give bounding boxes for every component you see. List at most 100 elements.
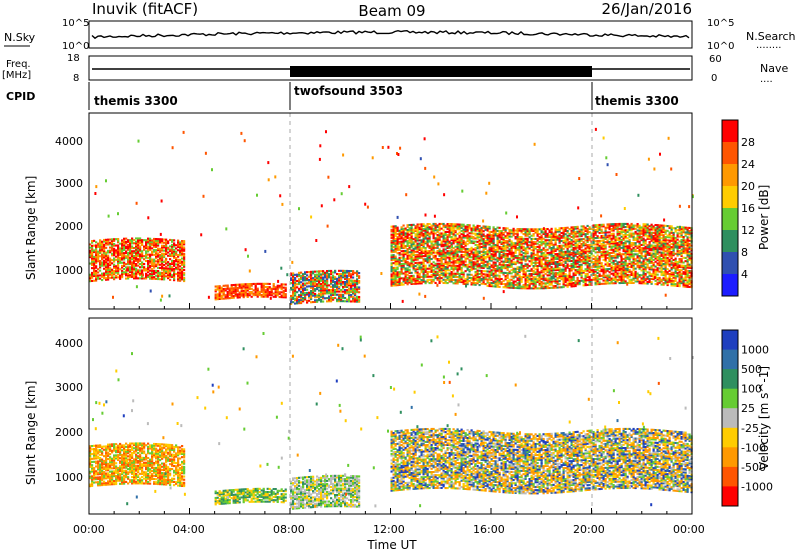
power-echo-cell	[256, 290, 259, 293]
power-echo-cell	[478, 229, 481, 232]
power-echo-cell	[354, 283, 357, 286]
power-echo-cell	[352, 292, 355, 295]
power-echo-cell	[458, 276, 461, 279]
power-echo-cell	[324, 289, 327, 292]
power-echo-cell	[420, 250, 423, 253]
power-echo-cell	[614, 253, 617, 256]
power-echo-cell	[306, 288, 309, 291]
power-echo-cell	[416, 280, 419, 283]
power-echo-cell	[400, 269, 403, 272]
power-echo-cell	[346, 276, 349, 279]
power-echo-cell	[504, 228, 507, 231]
power-echo-cell	[336, 279, 339, 282]
power-echo-cell	[348, 298, 351, 301]
power-echo-cell	[97, 276, 100, 279]
power-echo-cell	[428, 232, 431, 235]
power-echo-cell	[91, 260, 94, 263]
power-echo-cell	[294, 283, 297, 286]
power-echo-cell	[392, 276, 395, 279]
power-echo-cell	[161, 276, 164, 279]
power-echo-cell	[179, 258, 182, 261]
power-echo-cell	[508, 253, 511, 256]
power-echo-cell	[129, 275, 132, 278]
nave-tick-top: 60	[709, 54, 722, 65]
power-echo-cell	[542, 237, 545, 240]
power-echo-cell	[332, 277, 335, 280]
power-echo-cell	[524, 247, 527, 250]
power-echo-cell	[123, 268, 126, 271]
power-echo-cell	[181, 246, 184, 249]
power-echo-cell	[216, 294, 219, 297]
power-echo-cell	[352, 289, 355, 292]
power-echo-cell	[440, 258, 443, 261]
power-echo-cell	[135, 270, 138, 273]
power-echo-cell	[147, 253, 150, 256]
power-echo-cell	[139, 242, 142, 245]
power-echo-cell	[151, 241, 154, 244]
power-echo-cell	[534, 282, 537, 285]
power-echo-cell	[412, 244, 415, 247]
power-echo-cell	[504, 256, 507, 259]
power-echo-cell	[500, 231, 503, 234]
power-echo-cell	[480, 234, 483, 237]
power-echo-cell	[228, 292, 231, 295]
power-echo-cell	[512, 232, 515, 235]
power-echo-cell	[161, 278, 164, 281]
power-echo-cell	[528, 229, 531, 232]
power-echo-cell	[452, 247, 455, 250]
power-echo-cell	[440, 280, 443, 283]
power-echo-cell	[266, 286, 269, 289]
power-echo-cell	[274, 295, 277, 298]
power-echo-cell	[412, 247, 415, 250]
power-echo-cell	[482, 258, 485, 261]
power-echo-cell	[448, 235, 451, 238]
power-echo-cell	[161, 255, 164, 258]
power-echo-cell	[460, 230, 463, 233]
power-echo-cell	[418, 233, 421, 236]
power-echo-cell	[452, 237, 455, 240]
power-echo-cell	[354, 271, 357, 274]
power-echo-cell	[534, 281, 537, 284]
power-echo-cell	[530, 282, 533, 285]
power-echo-cell	[352, 287, 355, 290]
power-echo-cell	[328, 276, 331, 279]
power-echo-cell	[410, 260, 413, 263]
power-echo-cell	[173, 261, 176, 264]
power-echo-cell	[91, 241, 94, 244]
power-echo-cell	[151, 261, 154, 264]
power-echo-cell	[99, 247, 102, 250]
power-echo-cell	[600, 228, 603, 231]
power-echo-cell	[262, 286, 265, 289]
power-echo-cell	[524, 280, 527, 283]
power-echo-cell	[470, 229, 473, 232]
power-echo-cell	[326, 274, 329, 277]
power-echo-cell	[298, 275, 301, 278]
power-echo-cell	[482, 247, 485, 250]
power-echo-cell	[434, 224, 437, 227]
power-echo-cell	[462, 260, 465, 263]
power-echo-cell	[610, 255, 613, 258]
power-echo-cell	[418, 236, 421, 239]
power-echo-cell	[466, 263, 469, 266]
power-echo-cell	[99, 244, 102, 247]
power-echo-cell	[117, 239, 120, 242]
power-echo-cell	[414, 230, 417, 233]
power-echo-cell	[167, 261, 170, 264]
power-echo-cell	[412, 282, 415, 285]
power-echo-cell	[456, 271, 459, 274]
power-echo-cell	[466, 283, 469, 286]
power-echo-cell	[416, 245, 419, 248]
power-echo-cell	[616, 237, 619, 240]
power-echo-cell	[282, 296, 285, 299]
power-echo-cell	[462, 223, 465, 226]
power-echo-cell	[284, 293, 287, 296]
power-echo-cell	[508, 251, 511, 254]
power-echo-cell	[476, 282, 479, 285]
power-echo-cell	[175, 272, 178, 275]
power-echo-cell	[572, 226, 575, 229]
power-echo-cell	[316, 280, 319, 283]
power-echo-cell	[524, 274, 527, 277]
power-echo-cell	[502, 260, 505, 263]
power-echo-cell	[111, 241, 114, 244]
power-echo-cell	[302, 300, 305, 303]
